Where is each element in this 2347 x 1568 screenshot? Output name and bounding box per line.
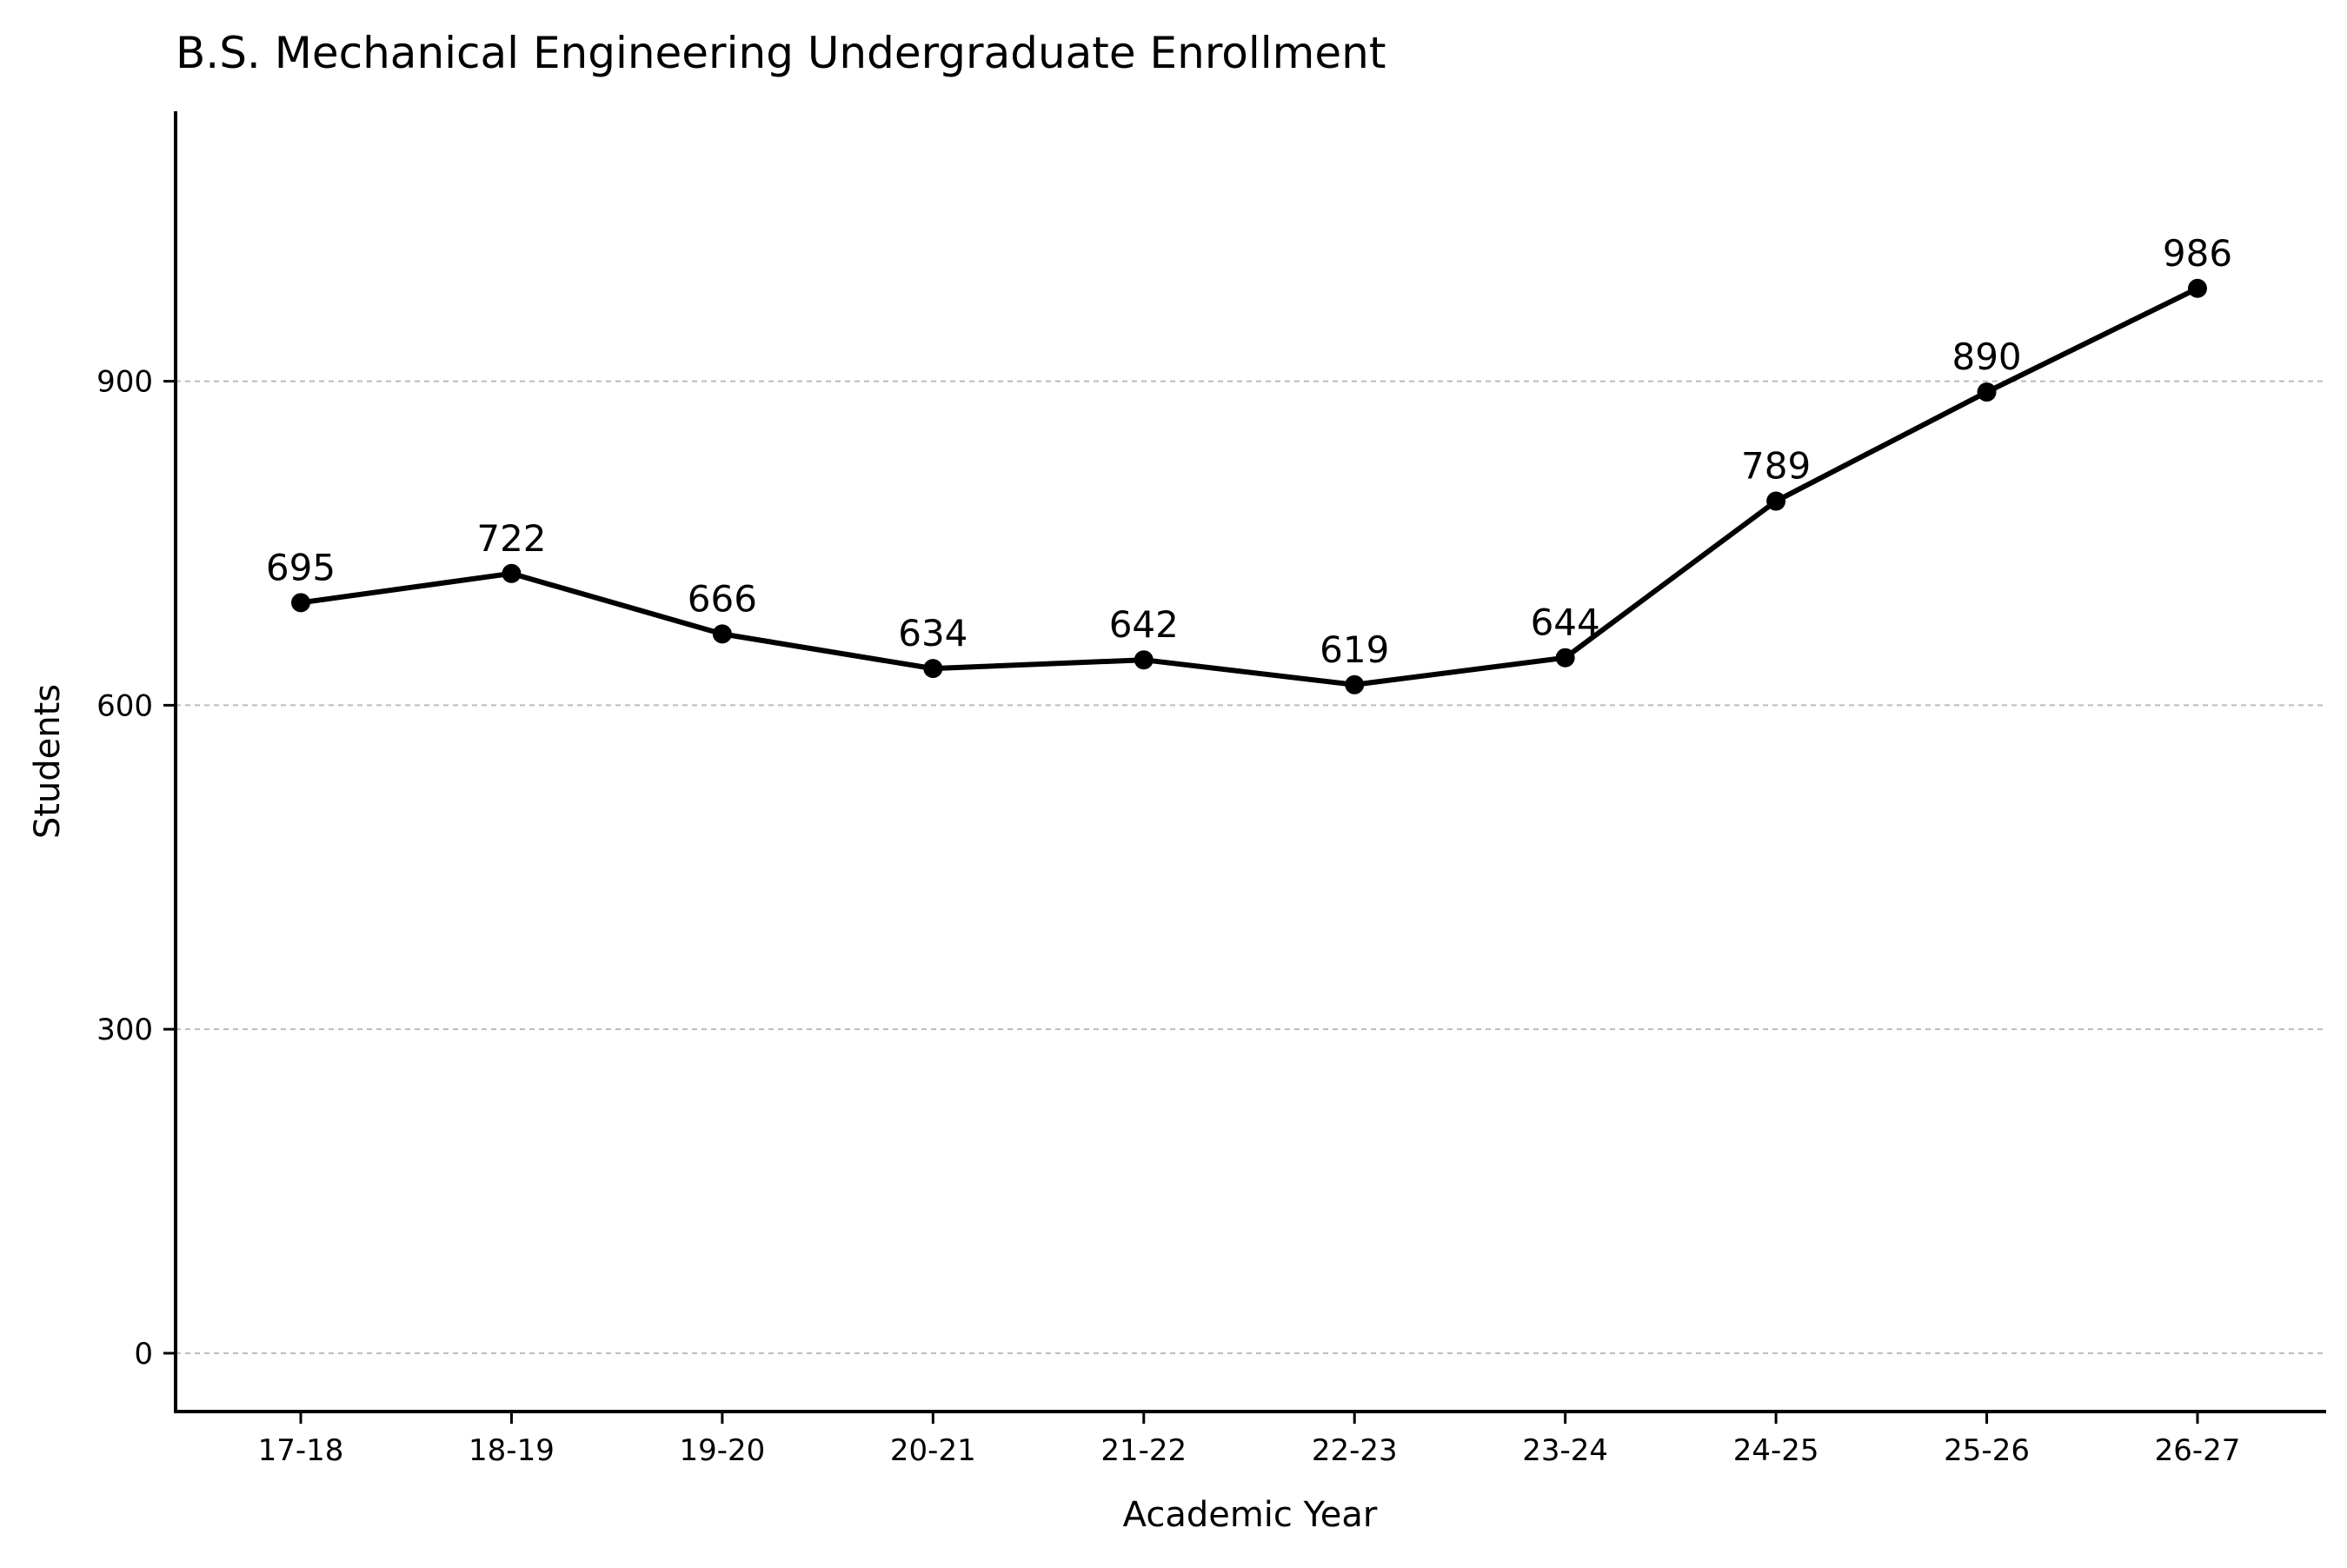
- data-series: [291, 278, 2207, 694]
- data-point-17-18: [291, 593, 310, 613]
- data-point-22-23: [1345, 674, 1365, 694]
- x-tick-label-24-25: 24-25: [1733, 1433, 1819, 1468]
- y-tick-label-600: 600: [96, 688, 153, 723]
- x-axis-label: Academic Year: [1123, 1495, 1378, 1535]
- x-tick-label-18-19: 18-19: [469, 1433, 555, 1468]
- x-tick-label-20-21: 20-21: [890, 1433, 976, 1468]
- data-point-24-25: [1766, 491, 1786, 511]
- data-point-21-22: [1134, 650, 1154, 670]
- y-tick-label-0: 0: [134, 1337, 153, 1372]
- data-label-18-19: 722: [476, 517, 546, 560]
- axes: [174, 111, 2326, 1413]
- data-label-20-21: 634: [898, 612, 967, 654]
- x-tick-label-21-22: 21-22: [1100, 1433, 1187, 1468]
- x-tick-label-19-20: 19-20: [679, 1433, 765, 1468]
- y-axis-label: Students: [28, 684, 68, 839]
- x-axis-ticks: 17-18 18-19 19-20 20-21 21-22 22-23 23-24 24-25…: [258, 1412, 2241, 1468]
- data-point-25-26: [1977, 382, 1997, 402]
- data-label-24-25: 789: [1741, 445, 1811, 488]
- data-label-19-20: 666: [688, 577, 757, 620]
- x-tick-label-26-27: 26-27: [2155, 1433, 2241, 1468]
- y-axis-ticks: 0 300 600 900: [96, 365, 176, 1372]
- y-tick-label-300: 300: [96, 1013, 153, 1047]
- data-label-17-18: 695: [266, 546, 336, 588]
- data-point-23-24: [1555, 648, 1575, 668]
- grid-lines: [176, 380, 2326, 1354]
- x-tick-label-25-26: 25-26: [1944, 1433, 2030, 1468]
- data-labels: 695 722 666 634 642 619 644 789 890 986: [266, 232, 2232, 671]
- data-point-18-19: [502, 563, 522, 583]
- data-label-22-23: 619: [1320, 628, 1389, 671]
- data-label-21-22: 642: [1109, 603, 1179, 646]
- data-label-23-24: 644: [1531, 601, 1600, 644]
- data-point-26-27: [2188, 278, 2207, 298]
- y-tick-label-900: 900: [96, 365, 153, 400]
- data-point-20-21: [923, 659, 943, 679]
- chart-title: B.S. Mechanical Engineering Undergraduat…: [176, 28, 1386, 78]
- data-label-26-27: 986: [2163, 232, 2232, 275]
- x-tick-label-22-23: 22-23: [1312, 1433, 1398, 1468]
- series-line-0: [300, 286, 2199, 688]
- data-point-19-20: [712, 624, 732, 644]
- x-tick-label-17-18: 17-18: [258, 1433, 344, 1468]
- x-tick-label-23-24: 23-24: [1522, 1433, 1608, 1468]
- data-label-25-26: 890: [1951, 336, 2021, 378]
